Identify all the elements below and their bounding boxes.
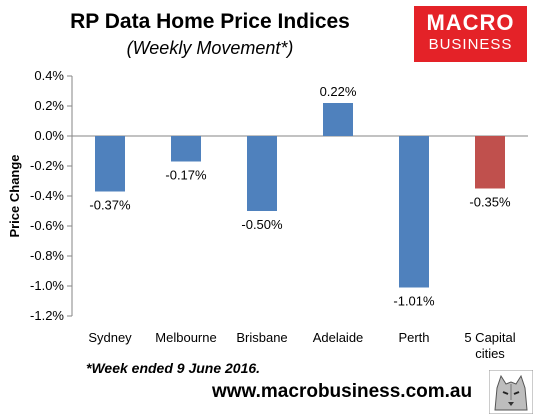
data-label: -0.35% — [469, 195, 511, 210]
data-label: 0.22% — [320, 84, 357, 99]
y-tick-label: 0.4% — [34, 68, 64, 83]
chart-subtitle: (Weekly Movement*) — [126, 38, 294, 58]
category-label: Perth — [398, 330, 429, 345]
category-label: cities — [475, 346, 505, 360]
category-label: 5 Capital — [464, 330, 515, 345]
y-tick-label: -1.2% — [30, 308, 64, 323]
bar — [399, 136, 429, 288]
category-label: Adelaide — [313, 330, 364, 345]
y-tick-label: -0.8% — [30, 248, 64, 263]
bar — [171, 136, 201, 162]
category-label: Melbourne — [155, 330, 216, 345]
y-tick-label: -1.0% — [30, 278, 64, 293]
data-label: -0.17% — [165, 168, 207, 183]
y-tick-label: 0.0% — [34, 128, 64, 143]
data-label: -0.37% — [89, 198, 131, 213]
bar — [95, 136, 125, 192]
bar-chart: 0.4% 0.2% 0.0% -0.2% -0.4% -0.6% -0.8% -1.0% -1.… — [7, 68, 528, 360]
wolf-logo-icon — [489, 370, 533, 414]
y-tick-label: -0.2% — [30, 158, 64, 173]
chart-title: RP Data Home Price Indices — [70, 10, 350, 33]
footnote: *Week ended 9 June 2016. — [86, 360, 261, 376]
logo-line-2: BUSINESS — [428, 36, 513, 53]
bar — [475, 136, 505, 189]
bar — [323, 103, 353, 136]
bar — [247, 136, 277, 211]
macrobusiness-logo: MACRO BUSINESS — [414, 6, 527, 62]
data-label: -1.01% — [393, 294, 435, 309]
logo-line-1: MACRO — [426, 10, 515, 35]
y-tick-label: -0.4% — [30, 188, 64, 203]
data-label: -0.50% — [241, 217, 283, 232]
category-label: Sydney — [88, 330, 132, 345]
y-tick-label: 0.2% — [34, 98, 64, 113]
y-tick-label: -0.6% — [30, 218, 64, 233]
website-url: www.macrobusiness.com.au — [212, 381, 473, 402]
y-axis-title: Price Change — [7, 154, 22, 237]
category-label: Brisbane — [236, 330, 287, 345]
